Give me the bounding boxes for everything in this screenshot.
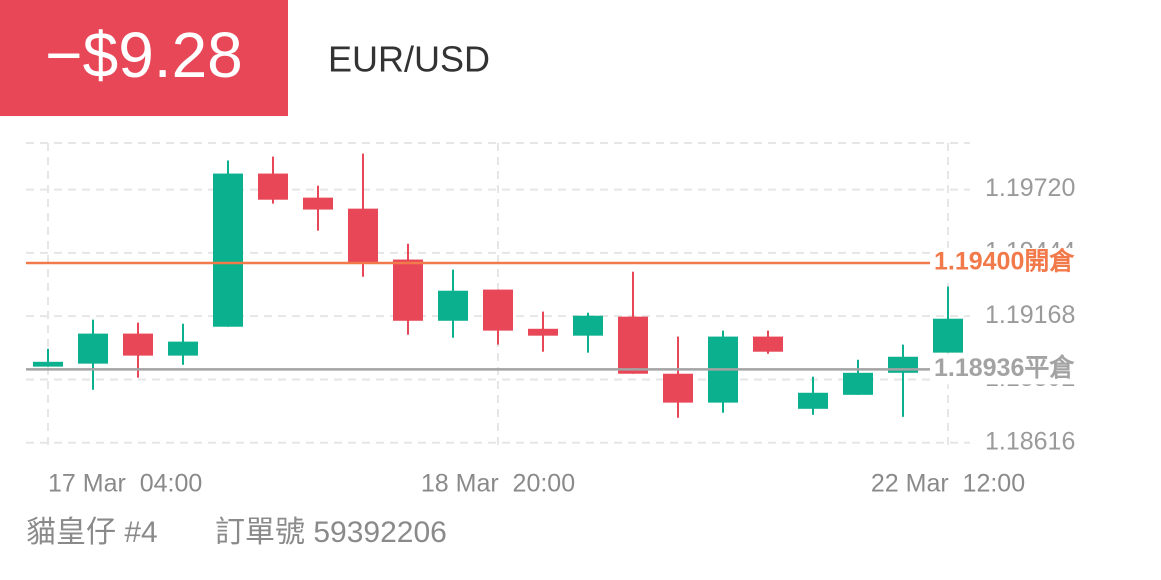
candle-body (663, 373, 693, 403)
level-label-bg (932, 247, 1088, 278)
level-label: 1.19400開倉 (934, 247, 1075, 276)
candle-body (348, 208, 378, 263)
level-label-bg (932, 354, 1088, 385)
candle-body (393, 259, 423, 321)
candle-body (33, 361, 63, 367)
x-tick-label: 17 Mar 04:00 (48, 470, 202, 498)
x-tick-label: 22 Mar 12:00 (871, 470, 1025, 498)
candle-body (933, 318, 963, 353)
pnl-amount: −$9.28 (45, 19, 243, 91)
plot: 17 Mar 04:00 18 Mar 20:00 22 Mar 12:00 1.18… (26, 143, 1088, 498)
candle-body (258, 173, 288, 200)
order-number: 訂單號 59392206 (215, 516, 447, 549)
candle-body (123, 333, 153, 356)
candle-body (618, 316, 648, 374)
candle-body (573, 315, 603, 336)
account-name: 貓皇仔 #4 (26, 516, 158, 549)
candle-body (528, 328, 558, 336)
candle-body (798, 392, 828, 409)
candle-body (213, 173, 243, 327)
candle-body (843, 372, 873, 395)
y-tick-label: 1.19168 (985, 301, 1075, 329)
candle-body (303, 197, 333, 210)
pnl-badge (0, 0, 288, 116)
level-label: 1.18936平倉 (934, 353, 1075, 382)
candle-body (483, 289, 513, 331)
candle-body (168, 341, 198, 356)
x-tick-label: 18 Mar 20:00 (421, 470, 575, 498)
candle-body (78, 333, 108, 364)
y-tick-label: 1.18616 (985, 427, 1075, 455)
candle-body (753, 336, 783, 352)
chart-title: EUR/USD (328, 39, 490, 80)
candle-body (438, 290, 468, 321)
y-tick-label: 1.19720 (985, 174, 1075, 202)
